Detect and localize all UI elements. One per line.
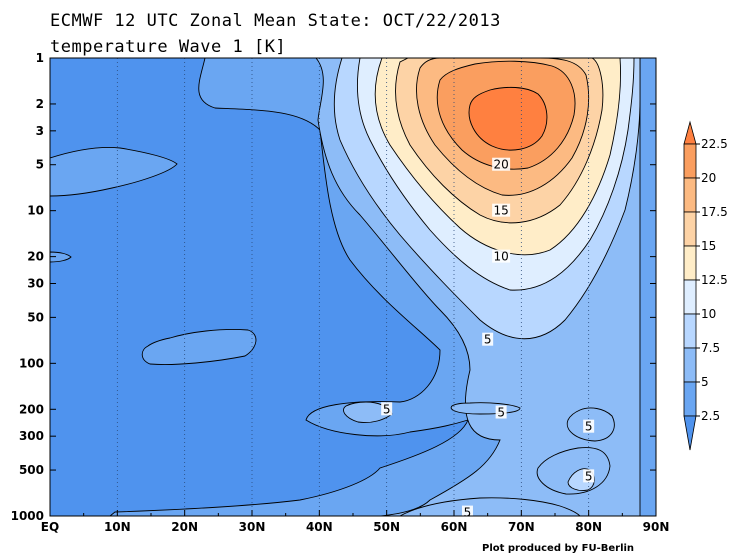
- y-tick-label: 3: [36, 124, 44, 138]
- contour-label: 5: [484, 333, 492, 347]
- colorbar-segment: [683, 143, 697, 179]
- colorbar-label: 20: [701, 171, 716, 185]
- colorbar-bottom-arrow: [683, 415, 697, 451]
- y-tick-label: 200: [19, 402, 44, 416]
- colorbar-label: 22.5: [701, 137, 728, 151]
- contour-label: 5: [585, 420, 593, 434]
- x-tick-label: 60N: [441, 520, 468, 534]
- contour-label-bg: [492, 203, 511, 217]
- x-tick-label: 30N: [239, 520, 266, 534]
- colorbar-segment: [683, 279, 697, 315]
- contour-label-bg: [461, 505, 473, 516]
- y-tick-label: 1000: [11, 509, 44, 523]
- credit-text: Plot produced by FU-Berlin: [482, 543, 634, 554]
- colorbar-label: 5: [701, 375, 709, 389]
- chart-subtitle: temperature Wave 1 [K]: [50, 37, 286, 57]
- colorbar-label: 12.5: [701, 273, 728, 287]
- colorbar-segment: [683, 313, 697, 349]
- colorbar-label: 15: [701, 239, 716, 253]
- x-tick-label: 70N: [508, 520, 535, 534]
- x-tick-label: 40N: [306, 520, 333, 534]
- contour-label-bg: [495, 405, 507, 419]
- colorbar-segment: [683, 381, 697, 417]
- colorbar-label: 7.5: [701, 341, 720, 355]
- contour-label-bg: [482, 332, 494, 346]
- plot-area: 20 15 10 5 5 5 5 5 5: [50, 58, 656, 520]
- colorbar-label: 2.5: [701, 409, 720, 423]
- contour-label-bg: [492, 157, 511, 171]
- y-tick-label: 20: [27, 250, 44, 264]
- contour-cell-100hpa: [141, 329, 257, 365]
- y-tick-label: 300: [19, 429, 44, 443]
- y-tick-label: 10: [27, 204, 44, 218]
- contour-labels: 20 15 10 5 5 5 5 5 5: [381, 157, 595, 520]
- x-tick-label: 90N: [643, 520, 670, 534]
- contour-label: 5: [497, 406, 505, 420]
- contour-label: 5: [585, 469, 593, 483]
- y-tick-label: 5: [36, 158, 44, 172]
- y-tick-label: 1: [36, 51, 44, 65]
- x-tick-label: 10N: [104, 520, 131, 534]
- contour-label-bg: [583, 469, 595, 483]
- colorbar-label: 17.5: [701, 205, 728, 219]
- y-tick-label: 30: [27, 277, 44, 291]
- contour-label: 5: [383, 402, 391, 416]
- colorbar-top-arrow: [683, 120, 697, 145]
- contour-label: 5: [464, 506, 472, 520]
- contour-label: 20: [493, 158, 508, 172]
- contour-label: 15: [493, 204, 508, 218]
- contour-cell-60n-surface: [399, 497, 581, 516]
- colorbar-segment: [683, 177, 697, 213]
- colorbar-segment: [683, 211, 697, 247]
- y-tick-label: 100: [19, 356, 44, 370]
- y-axis: 1 2 3 5 10 20 30 50 100 200 300 500 1000: [11, 51, 656, 523]
- contour-region-22.5: [468, 86, 548, 151]
- contour-cell-20hpa: [50, 251, 72, 263]
- contour-label: 10: [493, 250, 508, 264]
- y-tick-label: 500: [19, 463, 44, 477]
- latitude-gridlines: [116, 58, 590, 516]
- x-tick-label: EQ: [41, 520, 59, 534]
- contour-cell-tropics-5: [50, 147, 178, 197]
- x-tick-label: 20N: [171, 520, 198, 534]
- x-tick-label: 50N: [373, 520, 400, 534]
- colorbar-segment: [683, 347, 697, 383]
- chart-title: ECMWF 12 UTC Zonal Mean State: OCT/22/20…: [50, 11, 501, 31]
- contour-label-bg: [381, 402, 393, 416]
- y-tick-label: 50: [27, 310, 44, 324]
- colorbar: 22.5 20 17.5 15 12.5 10 7.5 5 2.5: [683, 120, 728, 451]
- colorbar-label: 10: [701, 307, 716, 321]
- y-tick-label: 2: [36, 97, 44, 111]
- contour-label-bg: [492, 249, 511, 263]
- x-axis: EQ 10N 20N 30N 40N 50N 60N 70N 80N 90N: [41, 510, 670, 534]
- colorbar-segment: [683, 245, 697, 281]
- x-tick-label: 80N: [575, 520, 602, 534]
- contour-label-bg: [583, 419, 595, 433]
